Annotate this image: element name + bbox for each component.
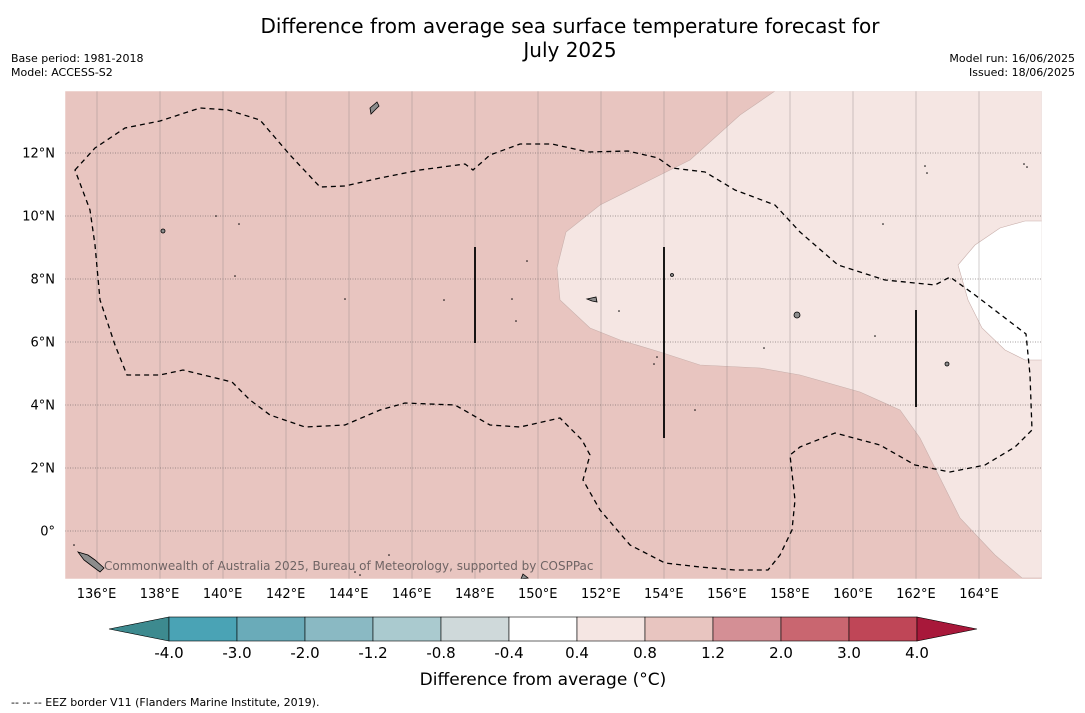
colorbar-tick-label: 3.0 [837, 644, 861, 662]
longitude-tick-label: 160°E [833, 587, 873, 602]
colorbar [108, 616, 978, 642]
meta-right: Model run: 16/06/2025 Issued: 18/06/2025 [949, 52, 1075, 80]
colorbar-segment [440, 616, 510, 642]
longitude-tick-label: 152°E [581, 587, 621, 602]
colorbar-extend-high [916, 616, 978, 642]
tiny-atolls [73, 163, 1028, 576]
colorbar-tick-label: -0.8 [426, 644, 456, 662]
colorbar-tick-label: -1.2 [358, 644, 388, 662]
longitude-tick-label: 150°E [517, 587, 558, 602]
map-title: Difference from average sea surface temp… [200, 14, 940, 62]
latitude-tick-label: 2°N [30, 461, 56, 477]
latitude-tick-label: 8°N [30, 272, 56, 288]
model-text: Model: ACCESS-S2 [11, 66, 113, 79]
issued-text: Issued: 18/06/2025 [968, 66, 1075, 79]
colorbar-tick-label: -2.0 [290, 644, 320, 662]
latitude-tick-label: 6°N [30, 335, 56, 351]
colorbar-tick-label: 1.2 [701, 644, 725, 662]
model-run-text: Model run: 16/06/2025 [949, 52, 1075, 65]
colorbar-segment [168, 616, 238, 642]
zone-markers [474, 247, 917, 438]
longitude-tick-label: 146°E [391, 587, 432, 602]
map-frame [64, 90, 1043, 580]
colorbar-tick-label: 0.8 [633, 644, 657, 662]
colorbar-segment [236, 616, 306, 642]
longitude-tick-label: 164°E [959, 587, 999, 602]
eez-border-palau-fsm [74, 107, 1033, 571]
meta-left: Base period: 1981-2018 Model: ACCESS-S2 [11, 52, 143, 80]
latitude-tick-label: 10°N [22, 209, 55, 225]
colorbar-segment [848, 616, 918, 642]
colorbar-segment [780, 616, 850, 642]
eez-legend-note: -- -- -- EEZ border V11 (Flanders Marine… [11, 696, 320, 709]
latitude-tick-label: 0° [40, 524, 55, 540]
longitude-tick-label: 158°E [770, 587, 810, 602]
colorbar-title: Difference from average (°C) [419, 670, 667, 690]
latitude-gridlines [65, 152, 1042, 532]
longitude-tick-label: 148°E [454, 587, 495, 602]
longitude-tick-label: 140°E [202, 587, 243, 602]
longitude-tick-label: 156°E [707, 587, 747, 602]
colorbar-segment [576, 616, 646, 642]
colorbar-segment [644, 616, 714, 642]
colorbar-tick-label: 4.0 [905, 644, 929, 662]
latitude-tick-label: 4°N [30, 398, 56, 414]
islands [76, 101, 950, 579]
longitude-tick-label: 138°E [139, 587, 180, 602]
anomaly-region-light [556, 91, 1042, 579]
colorbar-extend-low [108, 616, 170, 642]
copyright-notice: Commonwealth of Australia 2025, Bureau o… [104, 559, 594, 573]
latitude-tick-label: 12°N [22, 146, 55, 162]
colorbar-tick-label: 0.4 [565, 644, 589, 662]
colorbar-tick-label: 2.0 [769, 644, 793, 662]
colorbar-segment [304, 616, 374, 642]
longitude-tick-label: 162°E [896, 587, 936, 602]
base-period-text: Base period: 1981-2018 [11, 52, 144, 65]
colorbar-tick-label: -0.4 [494, 644, 524, 662]
colorbar-tick-label: -4.0 [154, 644, 184, 662]
longitude-tick-label: 144°E [328, 587, 369, 602]
title-line-2: July 2025 [523, 38, 617, 62]
colorbar-tick-label: -3.0 [222, 644, 252, 662]
longitude-tick-label: 154°E [644, 587, 684, 602]
longitude-tick-label: 142°E [265, 587, 306, 602]
colorbar-segment [372, 616, 442, 642]
longitude-tick-label: 136°E [76, 587, 117, 602]
colorbar-segment [508, 616, 578, 642]
island-guam [369, 101, 380, 115]
title-line-1: Difference from average sea surface temp… [260, 14, 880, 38]
colorbar-segment [712, 616, 782, 642]
